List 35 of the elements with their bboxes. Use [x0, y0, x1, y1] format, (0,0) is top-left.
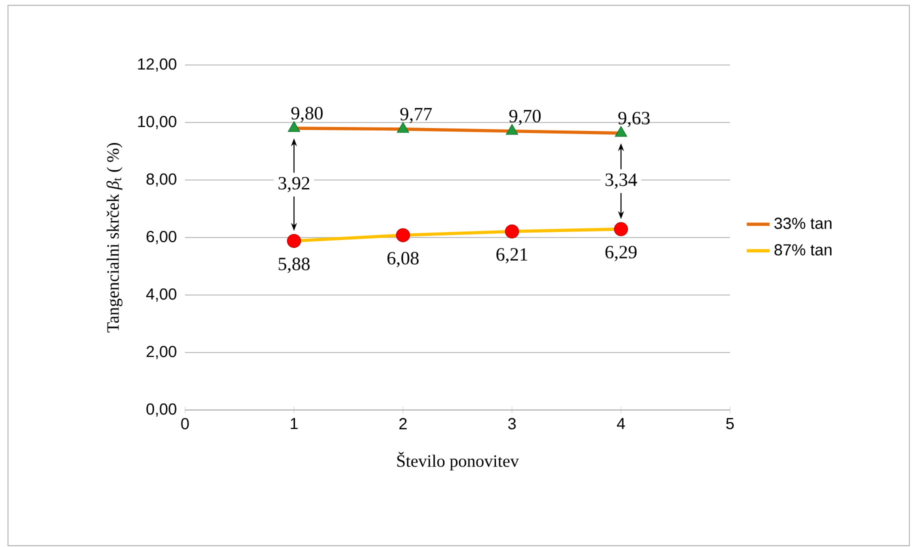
- y-tick-label: 2,00: [146, 346, 176, 360]
- point: [396, 122, 410, 133]
- data-label: 9,63: [618, 112, 650, 128]
- y-tick-label: 6,00: [146, 230, 176, 244]
- x-axis-title: Število ponovitev: [397, 452, 519, 470]
- x-tick-label: 0: [181, 418, 189, 430]
- data-label: 6,08: [387, 252, 419, 268]
- data-label: 6,29: [605, 246, 637, 262]
- x-tick-label: 2: [399, 418, 407, 430]
- y-tick-label: 4,00: [146, 288, 176, 302]
- legend-label: 33% tan: [774, 218, 832, 229]
- legend-label: 87% tan: [774, 244, 832, 256]
- data-label: 9,70: [509, 110, 541, 126]
- y-tick-label: 10,00: [138, 116, 176, 130]
- point: [505, 224, 520, 238]
- y-axis-title: Tangencialni skrček β$_{t}$ ( %): [106, 143, 122, 332]
- annotation: 3,92: [278, 176, 310, 192]
- y-tick-label: 8,00: [146, 173, 176, 187]
- point: [287, 234, 302, 248]
- point: [614, 222, 628, 236]
- x-tick-label: 3: [508, 418, 516, 430]
- point: [506, 124, 518, 135]
- annotation: 3,34: [606, 174, 638, 189]
- data-label: 9,80: [291, 106, 323, 122]
- data-label: 9,77: [400, 108, 432, 124]
- y-tick-label: 0,00: [146, 403, 176, 417]
- y-tick-label: 12,00: [138, 58, 176, 72]
- point: [614, 126, 628, 137]
- data-label: 5,88: [278, 258, 310, 273]
- data-label: 6,21: [496, 248, 528, 264]
- point: [396, 228, 410, 242]
- x-tick-label: 1: [290, 418, 298, 430]
- point: [288, 121, 300, 132]
- x-tick-label: 5: [726, 418, 734, 430]
- x-tick-label: 4: [616, 418, 625, 430]
